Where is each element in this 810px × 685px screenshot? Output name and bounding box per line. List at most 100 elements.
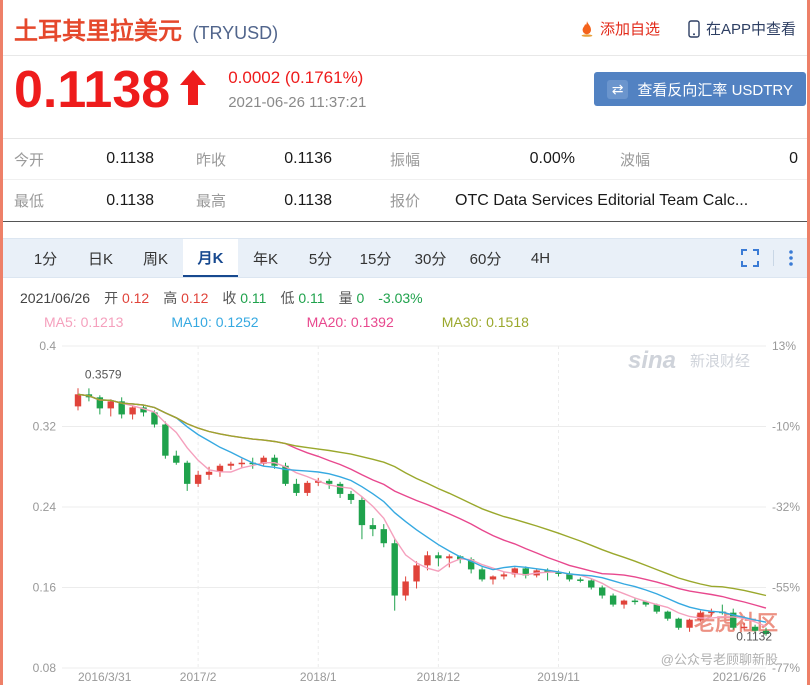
tabbar-icons	[741, 239, 810, 277]
tab-weekly[interactable]: 周K	[142, 250, 168, 268]
tab-60min[interactable]: 60分	[469, 250, 502, 268]
ohlc-volume: 量 0	[339, 288, 365, 308]
stat-label: 报价	[390, 193, 421, 210]
tab-monthly[interactable]: 月K	[183, 239, 238, 277]
svg-text:0.3579: 0.3579	[85, 367, 122, 381]
section-divider	[0, 221, 810, 222]
svg-text:-32%: -32%	[772, 500, 800, 514]
stat-volatility: 波幅 0	[620, 149, 798, 170]
ohlc-open: 开 0.12	[104, 288, 149, 308]
ohlc-volume-label: 量	[338, 290, 353, 306]
fullscreen-icon[interactable]	[741, 249, 759, 267]
stat-open: 今开 0.1138	[14, 149, 154, 170]
price-change: 0.0002 (0.1761%)	[228, 68, 364, 87]
tab-5min[interactable]: 5分	[308, 250, 333, 268]
stat-label: 最低	[14, 193, 45, 210]
period-tabbar: 1分 日K 周K 月K 年K 5分 15分 30分 60分 4H	[0, 238, 810, 278]
svg-text:13%: 13%	[772, 339, 796, 353]
stat-label: 振幅	[390, 151, 421, 169]
tab-30min[interactable]: 30分	[414, 250, 447, 268]
stat-value: 0	[789, 150, 798, 167]
tab-daily[interactable]: 日K	[87, 250, 113, 268]
svg-text:新浪财经: 新浪财经	[690, 353, 750, 370]
svg-text:2018/1: 2018/1	[300, 670, 337, 682]
candlestick-chart[interactable]: 0.4 13% 0.32 -10% 0.24 -32% 0.16 -55% 0.08 -77% 20…	[0, 330, 810, 682]
ohlc-info-row: 2021/06/26 开 0.12 高 0.12 收 0.11 低 0.11 量…	[0, 278, 810, 308]
tab-15min[interactable]: 15分	[359, 250, 392, 268]
stat-value: 0.1138	[106, 150, 154, 167]
tab-yearly[interactable]: 年K	[252, 250, 278, 268]
svg-text:-55%: -55%	[772, 581, 800, 595]
ohlc-close-value: 0.11	[240, 290, 267, 306]
ohlc-high-label: 高	[163, 290, 178, 306]
stat-label: 昨收	[196, 151, 227, 169]
title-wrap: 土耳其里拉美元 (TRYUSD)	[14, 11, 278, 46]
stat-quote-source: 报价 OTC Data Services Editorial Team Calc.…	[390, 190, 810, 211]
svg-text:0.4: 0.4	[39, 339, 56, 353]
svg-text:0.24: 0.24	[33, 500, 57, 514]
ma5-legend: MA5: 0.1213	[44, 314, 124, 330]
ohlc-volume-value: 0	[356, 290, 365, 306]
view-in-app-button[interactable]: 在APP中查看	[688, 18, 796, 39]
add-watchlist-label: 添加自选	[599, 21, 660, 38]
ma30-legend: MA30: 0.1518	[441, 314, 529, 330]
ohlc-close: 收 0.11	[222, 288, 266, 308]
reverse-rate-button[interactable]: ⇄ 查看反向汇率 USDTRY	[593, 72, 806, 106]
stat-low: 最低 0.1138	[14, 190, 154, 211]
quote-timestamp: 2021-06-26 11:37:21	[228, 94, 367, 111]
page-title: 土耳其里拉美元	[14, 18, 182, 45]
more-options-icon[interactable]	[788, 249, 794, 267]
tab-1min[interactable]: 1分	[33, 250, 58, 268]
ohlc-change-pct: -3.03%	[378, 290, 423, 306]
stat-value: 0.1136	[284, 150, 332, 167]
current-price: 0.1138	[14, 61, 171, 119]
svg-text:-10%: -10%	[772, 420, 800, 434]
price-section: 0.1138 0.0002 (0.1761%) 2021-06-26 11:37…	[0, 56, 810, 138]
svg-text:2016/3/31: 2016/3/31	[78, 670, 132, 682]
stats-table: 今开 0.1138 昨收 0.1136 振幅 0.00% 波幅 0 最低 0.1138 最…	[0, 138, 810, 221]
svg-text:0.08: 0.08	[33, 661, 57, 675]
swap-icon: ⇄	[606, 79, 629, 99]
ohlc-low-value: 0.11	[298, 290, 325, 306]
svg-text:sina: sina	[628, 347, 676, 374]
svg-text:2018/12: 2018/12	[417, 670, 461, 682]
header: 土耳其里拉美元 (TRYUSD) 添加自选 在APP中查看	[0, 0, 810, 56]
stat-prev-close: 昨收 0.1136	[196, 149, 332, 170]
stat-value: 0.00%	[529, 150, 575, 167]
phone-icon	[688, 19, 700, 38]
stat-value: OTC Data Services Editorial Team Calc...	[455, 191, 749, 209]
ma10-legend: MA10: 0.1252	[171, 314, 259, 330]
svg-text:0.32: 0.32	[33, 420, 57, 434]
ma20-legend: MA20: 0.1392	[306, 314, 394, 330]
ohlc-open-label: 开	[104, 290, 119, 306]
flame-icon	[581, 20, 593, 37]
svg-text:@公众号老顾聊新股: @公众号老顾聊新股	[661, 652, 778, 667]
stat-value: 0.1138	[106, 191, 154, 209]
view-in-app-label: 在APP中查看	[705, 21, 796, 38]
stat-value: 0.1138	[284, 191, 332, 209]
ohlc-close-label: 收	[222, 290, 237, 306]
price-up-arrow-icon	[180, 70, 207, 105]
stats-row-2: 最低 0.1138 最高 0.1138 报价 OTC Data Services Ed…	[0, 180, 810, 221]
icon-divider	[773, 250, 774, 266]
stat-label: 最高	[196, 193, 227, 210]
ma-legend-row: MA5: 0.1213 MA10: 0.1252 MA20: 0.1392 MA…	[0, 308, 810, 330]
ohlc-low-label: 低	[280, 290, 295, 306]
add-watchlist-button[interactable]: 添加自选	[580, 18, 660, 39]
stat-high: 最高 0.1138	[196, 190, 332, 211]
ohlc-date: 2021/06/26	[20, 290, 91, 306]
reverse-rate-label: 查看反向汇率 USDTRY	[637, 81, 793, 99]
stat-label: 波幅	[620, 151, 651, 169]
svg-text:2021/6/26: 2021/6/26	[713, 670, 767, 682]
ohlc-open-value: 0.12	[121, 290, 150, 306]
ohlc-high-value: 0.12	[181, 290, 209, 306]
svg-text:2017/2: 2017/2	[180, 670, 217, 682]
header-actions: 添加自选 在APP中查看	[580, 18, 796, 39]
svg-text:-77%: -77%	[772, 661, 800, 675]
stat-label: 今开	[14, 151, 45, 169]
tab-4h[interactable]: 4H	[530, 249, 551, 267]
svg-text:2019/11: 2019/11	[537, 670, 580, 682]
ohlc-low: 低 0.11	[280, 288, 324, 308]
svg-text:0.16: 0.16	[33, 581, 57, 595]
